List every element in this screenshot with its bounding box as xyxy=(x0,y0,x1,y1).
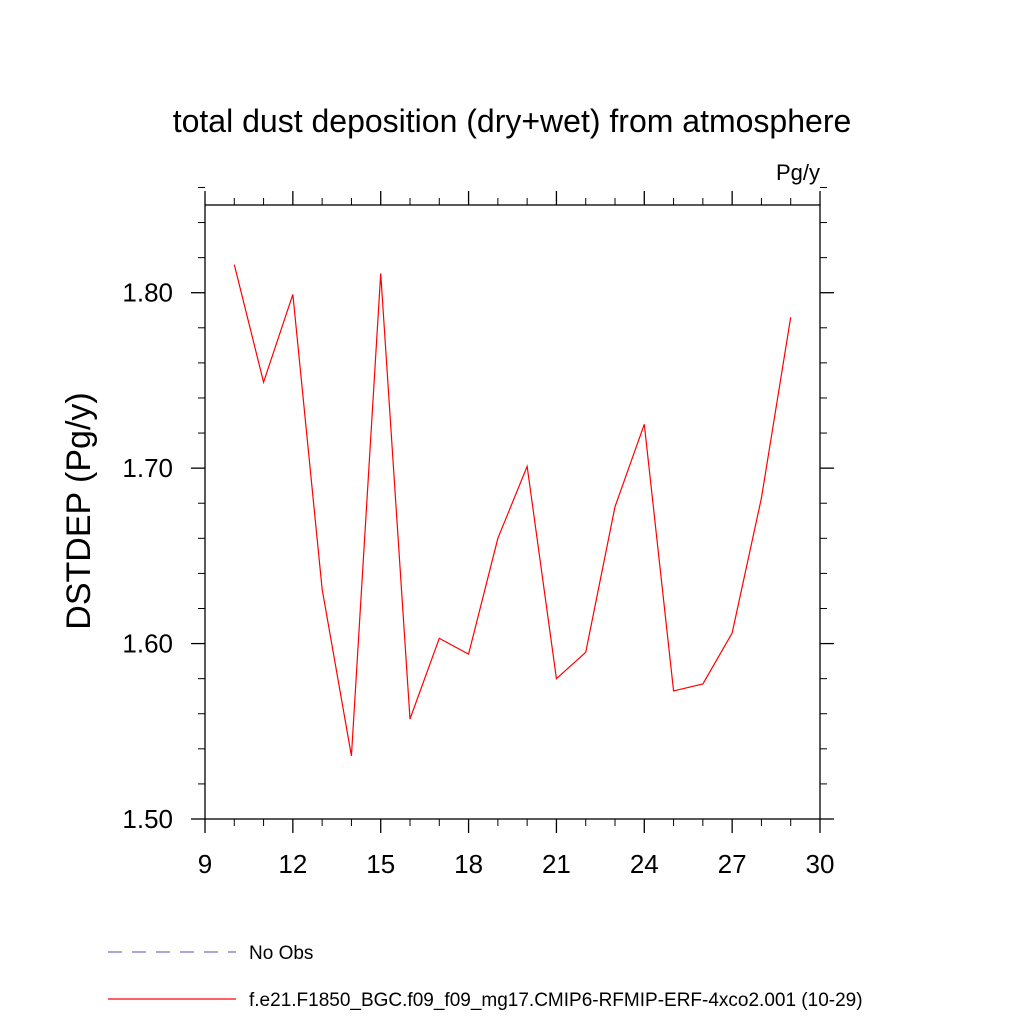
units-label: Pg/y xyxy=(776,160,820,185)
legend: No Obs f.e21.F1850_BGC.f09_f09_mg17.CMIP6… xyxy=(108,943,863,1011)
legend-label: f.e21.F1850_BGC.f09_f09_mg17.CMIP6-RFMIP… xyxy=(249,990,863,1011)
x-tick-label: 12 xyxy=(278,849,307,879)
axis-tick-labels: 9 12 15 18 21 24 27 30 1.50 1.60 1.70 1.80 xyxy=(122,278,834,879)
x-tick-label: 9 xyxy=(198,849,212,879)
y-axis-label: DSTDEP (Pg/y) xyxy=(60,392,98,629)
chart-title: total dust deposition (dry+wet) from atm… xyxy=(173,103,852,139)
legend-label: No Obs xyxy=(249,943,313,964)
plot-frame xyxy=(204,204,821,820)
x-tick-label: 30 xyxy=(806,849,835,879)
x-tick-label: 27 xyxy=(718,849,747,879)
x-tick-label: 15 xyxy=(366,849,395,879)
series-layer xyxy=(233,264,792,756)
axis-ticks xyxy=(191,186,834,833)
y-tick-label: 1.60 xyxy=(122,629,173,659)
y-tick-label: 1.80 xyxy=(122,278,173,308)
series-line xyxy=(233,264,792,756)
y-tick-label: 1.70 xyxy=(122,453,173,483)
x-tick-label: 24 xyxy=(630,849,659,879)
plot-border xyxy=(204,204,821,820)
y-tick-label: 1.50 xyxy=(122,804,173,834)
x-tick-label: 21 xyxy=(542,849,571,879)
x-tick-label: 18 xyxy=(454,849,483,879)
